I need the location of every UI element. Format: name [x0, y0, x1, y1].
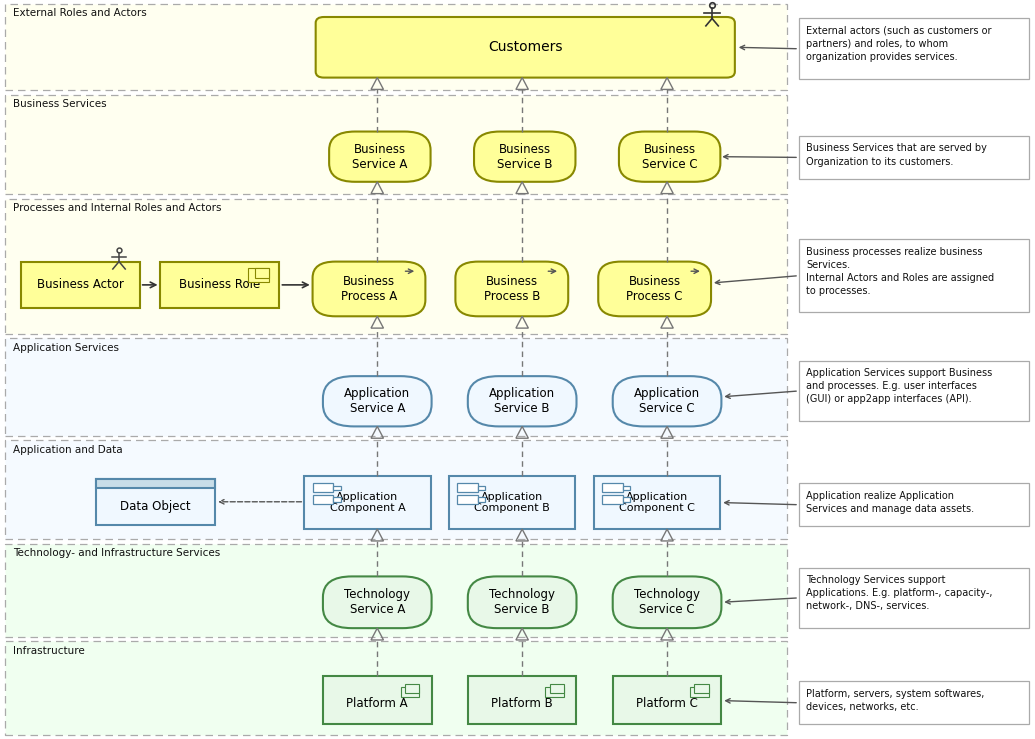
Bar [694, 684, 709, 693]
Text: Application
Service C: Application Service C [634, 387, 700, 415]
Bar [594, 476, 720, 529]
Bar [478, 486, 485, 490]
FancyBboxPatch shape [619, 132, 720, 182]
Text: Business
Service C: Business Service C [642, 143, 698, 171]
FancyBboxPatch shape [474, 132, 575, 182]
FancyBboxPatch shape [313, 262, 425, 316]
FancyBboxPatch shape [329, 132, 431, 182]
Text: Application
Component A: Application Component A [329, 491, 406, 514]
Text: Application
Service A: Application Service A [345, 387, 410, 415]
Bar [613, 676, 721, 724]
Text: Business Services that are served by
Organization to its customers.: Business Services that are served by Org… [806, 143, 987, 166]
Text: External Roles and Actors: External Roles and Actors [13, 8, 147, 18]
Bar [5, 338, 787, 436]
Bar [799, 681, 1029, 724]
Bar [550, 684, 564, 693]
Text: Technology
Service C: Technology Service C [634, 588, 700, 616]
Text: Application Services: Application Services [13, 343, 119, 353]
Bar [457, 495, 478, 504]
Bar [623, 497, 630, 502]
Bar [96, 479, 215, 525]
Bar [405, 684, 419, 693]
Text: Customers: Customers [489, 41, 562, 54]
Text: Platform A: Platform A [347, 698, 408, 710]
Text: Technology- and Infrastructure Services: Technology- and Infrastructure Services [13, 548, 220, 559]
Text: Application
Component C: Application Component C [619, 491, 696, 514]
FancyBboxPatch shape [323, 376, 432, 426]
Text: Platform, servers, system softwares,
devices, networks, etc.: Platform, servers, system softwares, dev… [806, 689, 984, 712]
Text: Application and Data: Application and Data [13, 445, 123, 455]
Text: Business
Process C: Business Process C [626, 275, 683, 303]
Bar [323, 676, 432, 724]
Text: Business Services: Business Services [13, 99, 107, 109]
Text: Infrastructure: Infrastructure [13, 646, 85, 656]
Text: Technology
Service B: Technology Service B [490, 588, 555, 616]
Bar [255, 268, 269, 278]
Text: Business Role: Business Role [179, 279, 261, 291]
FancyBboxPatch shape [455, 262, 568, 316]
Bar [313, 495, 333, 504]
Text: Business processes realize business
Services.
Internal Actors and Roles are assi: Business processes realize business Serv… [806, 247, 995, 296]
Bar [304, 476, 431, 529]
FancyBboxPatch shape [613, 576, 721, 628]
Bar [623, 486, 630, 490]
Text: Processes and Internal Roles and Actors: Processes and Internal Roles and Actors [13, 203, 221, 214]
Bar [5, 95, 787, 194]
Bar [248, 268, 269, 282]
Text: External actors (such as customers or
partners) and roles, to whom
organization : External actors (such as customers or pa… [806, 26, 992, 62]
Bar [799, 361, 1029, 421]
Bar [449, 476, 575, 529]
Text: Business Actor: Business Actor [37, 279, 123, 291]
Bar [468, 676, 576, 724]
Bar [799, 18, 1029, 79]
Text: Application realize Application
Services and manage data assets.: Application realize Application Services… [806, 491, 974, 514]
Text: Business
Process A: Business Process A [341, 275, 397, 303]
FancyBboxPatch shape [316, 17, 735, 78]
Text: Application
Component B: Application Component B [474, 491, 551, 514]
Bar [799, 568, 1029, 628]
FancyBboxPatch shape [613, 376, 721, 426]
Text: Data Object: Data Object [120, 500, 191, 513]
Text: Business
Service A: Business Service A [352, 143, 408, 171]
Text: Business
Process B: Business Process B [483, 275, 540, 303]
Bar [602, 483, 623, 492]
Bar [545, 687, 564, 697]
Text: Application
Service B: Application Service B [490, 387, 555, 415]
Text: Platform C: Platform C [637, 698, 698, 710]
Bar [313, 483, 333, 492]
Bar [478, 497, 485, 502]
Text: Platform B: Platform B [492, 698, 553, 710]
Text: Technology
Service A: Technology Service A [345, 588, 410, 616]
Text: Application Services support Business
and processes. E.g. user interfaces
(GUI) : Application Services support Business an… [806, 368, 993, 404]
FancyBboxPatch shape [468, 576, 576, 628]
Text: Business
Service B: Business Service B [497, 143, 553, 171]
Bar [457, 483, 478, 492]
FancyBboxPatch shape [468, 376, 576, 426]
Bar [602, 495, 623, 504]
Bar [5, 199, 787, 334]
Bar [5, 641, 787, 735]
Bar [5, 4, 787, 90]
FancyBboxPatch shape [323, 576, 432, 628]
Bar [5, 544, 787, 637]
Bar [799, 483, 1029, 526]
Bar [799, 239, 1029, 312]
Bar [21, 262, 140, 308]
FancyBboxPatch shape [598, 262, 711, 316]
Bar [160, 262, 279, 308]
Bar [333, 486, 341, 490]
Bar [333, 497, 341, 502]
Bar [96, 479, 215, 488]
Bar [799, 136, 1029, 179]
Bar [690, 687, 709, 697]
Text: Technology Services support
Applications. E.g. platform-, capacity-,
network-, D: Technology Services support Applications… [806, 575, 993, 611]
Bar [5, 440, 787, 539]
Bar [401, 687, 419, 697]
